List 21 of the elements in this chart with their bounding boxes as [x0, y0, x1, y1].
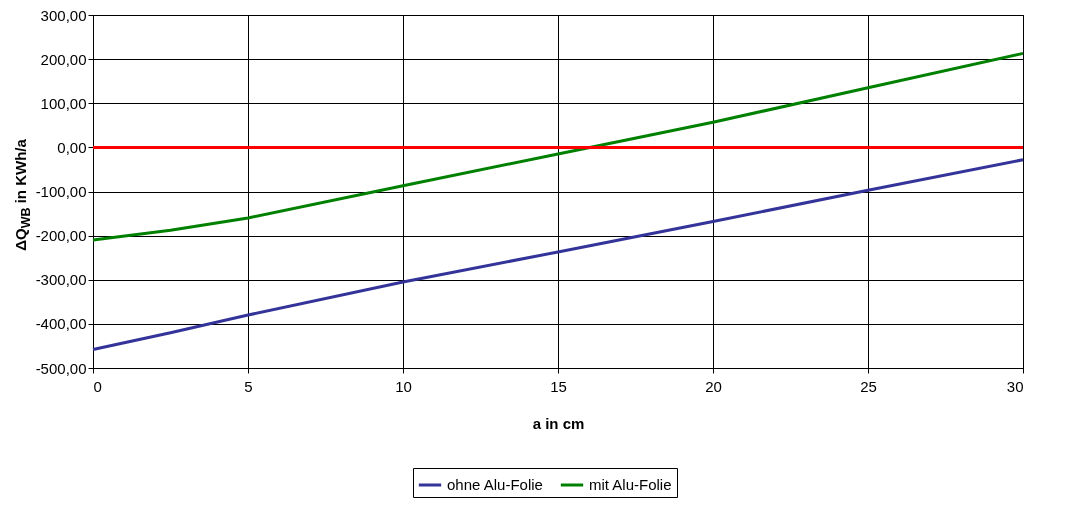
y-tick-label: -500,00 [35, 359, 87, 377]
x-tick-label: 25 [860, 377, 877, 395]
x-axis-title: a in cm [532, 414, 585, 432]
x-tick-label: 10 [395, 377, 412, 395]
x-tick-label: 20 [705, 377, 722, 395]
y-tick-label: 100,00 [40, 94, 87, 112]
x-tick-label: 30 [1006, 377, 1024, 395]
y-tick-label: -300,00 [35, 271, 87, 289]
x-tick-label: 0 [93, 377, 102, 395]
y-tick-label: 0,00 [57, 138, 87, 156]
y-tick-label: -200,00 [35, 227, 87, 245]
legend-label: mit Alu-Folie [589, 476, 672, 493]
line-series [91, 51, 1025, 242]
x-tick-label: 15 [550, 377, 567, 395]
y-tick-label: -400,00 [35, 315, 87, 333]
y-tick-label: 200,00 [40, 50, 87, 68]
line-series [91, 158, 1025, 351]
x-tick-label: 5 [244, 377, 253, 395]
y-tick-label: 300,00 [40, 6, 87, 24]
legend-label: ohne Alu-Folie [447, 476, 543, 493]
y-tick-label: -100,00 [35, 183, 87, 200]
